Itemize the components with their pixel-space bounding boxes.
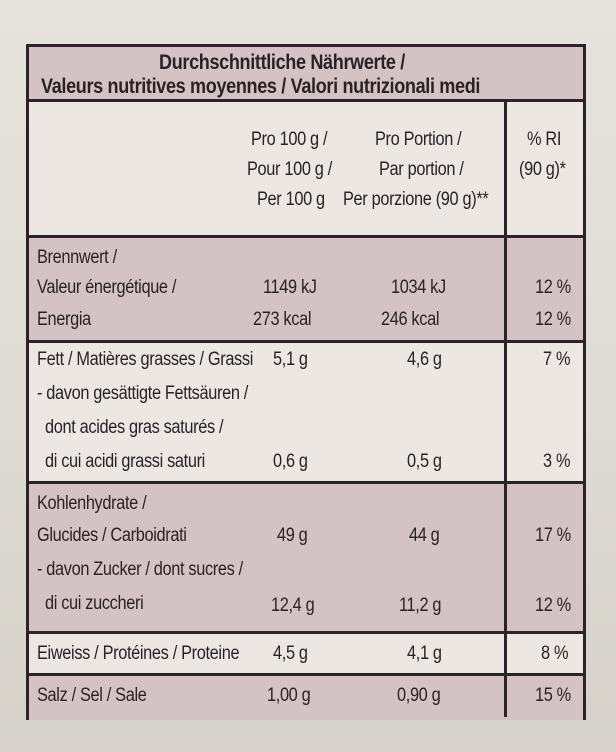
energy-kj-ri: 12 % <box>535 277 571 298</box>
protein-ri: 8 % <box>541 643 569 664</box>
col-per100-line2: Pour 100 g / <box>247 159 332 180</box>
divider <box>29 99 583 102</box>
header-line-1: Durchschnittliche Nährwerte / <box>159 51 405 74</box>
salt-portion: 0,90 g <box>397 685 441 706</box>
col-portion-line1: Pro Portion / <box>375 129 462 150</box>
col-ri-line1: % RI <box>527 129 562 150</box>
col-ri-line2: (90 g)* <box>519 159 566 180</box>
energy-kj-portion: 1034 kJ <box>391 277 446 298</box>
carbs-band <box>29 483 583 631</box>
col-portion-line3: Per porzione (90 g)** <box>343 189 489 210</box>
fat-sat-label-1: - davon gesättigte Fettsäuren / <box>37 383 248 404</box>
carbs-portion: 44 g <box>409 525 440 546</box>
energy-label-3: Energia <box>37 309 91 330</box>
fat-sat-per100: 0,6 g <box>273 451 308 472</box>
fat-portion: 4,6 g <box>407 349 442 370</box>
salt-ri: 15 % <box>535 685 571 706</box>
fat-sat-label-3: di cui acidi grassi saturi <box>45 451 205 472</box>
header-line-2: Valeurs nutritives moyennes / Valori nut… <box>41 75 481 98</box>
divider <box>29 481 583 484</box>
carbs-sugar-ri: 12 % <box>535 595 571 616</box>
energy-label-2: Valeur énergétique / <box>37 277 177 298</box>
col-per100-line1: Pro 100 g / <box>251 129 328 150</box>
divider <box>29 340 583 343</box>
energy-label-1: Brennwert / <box>37 247 117 268</box>
carbs-sugar-portion: 11,2 g <box>399 595 442 616</box>
protein-per100: 4,5 g <box>273 643 308 664</box>
energy-kj-per100: 1149 kJ <box>263 277 317 298</box>
divider <box>29 673 583 676</box>
ri-column-divider <box>504 102 507 717</box>
col-portion-line2: Par portion / <box>379 159 464 180</box>
salt-per100: 1,00 g <box>267 685 311 706</box>
fat-sat-portion: 0,5 g <box>407 451 442 472</box>
col-per100-line3: Per 100 g <box>257 189 325 210</box>
nutrition-table: Durchschnittliche Nährwerte / Valeurs nu… <box>26 44 586 720</box>
header-band <box>29 47 583 99</box>
carbs-label-1: Kohlenhydrate / <box>37 493 147 514</box>
fat-sat-label-2: dont acides gras saturés / <box>45 417 224 438</box>
divider <box>29 631 583 634</box>
protein-portion: 4,1 g <box>407 643 442 664</box>
carbs-sugar-label-1: - davon Zucker / dont sucres / <box>37 559 243 580</box>
carbs-label-2: Glucides / Carboidrati <box>37 525 187 546</box>
energy-kcal-ri: 12 % <box>535 309 571 330</box>
salt-band <box>29 675 583 720</box>
carbs-sugar-label-2: di cui zuccheri <box>45 593 144 614</box>
carbs-per100: 49 g <box>277 525 308 546</box>
fat-label: Fett / Matières grasses / Grassi <box>37 349 254 370</box>
fat-per100: 5,1 g <box>273 349 308 370</box>
energy-kcal-per100: 273 kcal <box>253 309 312 330</box>
protein-label: Eiweiss / Protéines / Proteine <box>37 643 240 664</box>
carbs-ri: 17 % <box>535 525 571 546</box>
carbs-sugar-per100: 12,4 g <box>271 595 315 616</box>
fat-sat-ri: 3 % <box>543 451 571 472</box>
salt-label: Salz / Sel / Sale <box>37 685 147 706</box>
divider <box>29 235 583 238</box>
fat-ri: 7 % <box>543 349 571 370</box>
energy-band <box>29 237 583 340</box>
energy-kcal-portion: 246 kcal <box>381 309 440 330</box>
